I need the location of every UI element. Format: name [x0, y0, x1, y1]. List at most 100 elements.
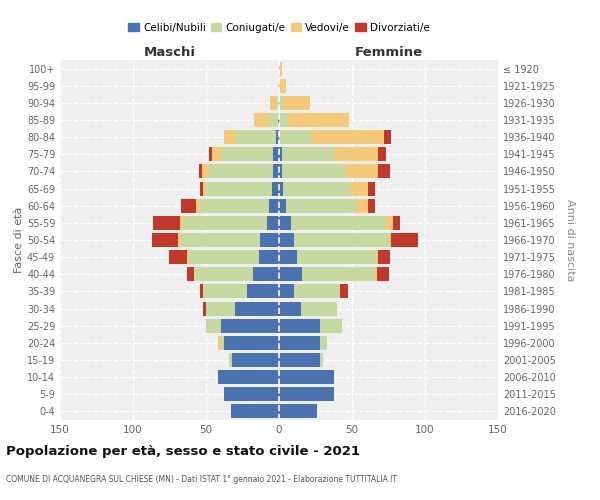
- Bar: [282, 164, 346, 178]
- Bar: [320, 336, 327, 350]
- Bar: [231, 404, 279, 418]
- Bar: [279, 233, 293, 247]
- Bar: [279, 370, 334, 384]
- Bar: [229, 353, 232, 367]
- Bar: [235, 302, 279, 316]
- Bar: [180, 233, 260, 247]
- Bar: [311, 130, 384, 144]
- Bar: [279, 250, 296, 264]
- Bar: [209, 164, 273, 178]
- Bar: [283, 96, 310, 110]
- Bar: [182, 216, 268, 230]
- Bar: [187, 250, 188, 264]
- Bar: [276, 130, 279, 144]
- Bar: [320, 353, 323, 367]
- Bar: [221, 318, 279, 332]
- Bar: [334, 148, 378, 162]
- Bar: [378, 148, 386, 162]
- Y-axis label: Anni di nascita: Anni di nascita: [565, 198, 575, 281]
- Bar: [301, 302, 337, 316]
- Bar: [270, 96, 276, 110]
- Bar: [206, 318, 221, 332]
- Bar: [346, 164, 378, 178]
- Bar: [286, 198, 356, 212]
- Bar: [268, 216, 279, 230]
- Bar: [203, 302, 206, 316]
- Bar: [187, 268, 194, 281]
- Bar: [221, 148, 273, 162]
- Bar: [199, 164, 202, 178]
- Bar: [279, 62, 282, 76]
- Bar: [232, 353, 279, 367]
- Bar: [279, 216, 290, 230]
- Bar: [378, 164, 390, 178]
- Bar: [280, 78, 286, 92]
- Bar: [296, 250, 377, 264]
- Bar: [202, 164, 209, 178]
- Bar: [340, 284, 347, 298]
- Bar: [152, 233, 178, 247]
- Bar: [209, 148, 212, 162]
- Bar: [279, 164, 282, 178]
- Bar: [203, 284, 247, 298]
- Bar: [260, 233, 279, 247]
- Bar: [273, 164, 279, 178]
- Bar: [181, 198, 196, 212]
- Bar: [302, 268, 376, 281]
- Bar: [199, 198, 269, 212]
- Bar: [288, 113, 349, 127]
- Bar: [276, 96, 279, 110]
- Bar: [293, 284, 340, 298]
- Bar: [378, 250, 390, 264]
- Bar: [377, 250, 378, 264]
- Bar: [196, 198, 199, 212]
- Bar: [282, 148, 334, 162]
- Bar: [247, 284, 279, 298]
- Bar: [279, 96, 283, 110]
- Bar: [169, 250, 187, 264]
- Bar: [279, 268, 302, 281]
- Bar: [279, 388, 334, 402]
- Text: Popolazione per età, sesso e stato civile - 2021: Popolazione per età, sesso e stato civil…: [6, 445, 360, 458]
- Bar: [279, 336, 320, 350]
- Bar: [278, 113, 279, 127]
- Bar: [180, 216, 182, 230]
- Bar: [377, 268, 389, 281]
- Bar: [200, 182, 203, 196]
- Text: Femmine: Femmine: [355, 46, 422, 59]
- Bar: [279, 198, 286, 212]
- Bar: [279, 302, 301, 316]
- Bar: [293, 233, 389, 247]
- Bar: [278, 78, 279, 92]
- Bar: [368, 198, 376, 212]
- Bar: [368, 182, 376, 196]
- Bar: [279, 182, 283, 196]
- Bar: [320, 318, 342, 332]
- Bar: [386, 216, 393, 230]
- Bar: [206, 182, 272, 196]
- Bar: [178, 233, 180, 247]
- Bar: [269, 113, 278, 127]
- Bar: [290, 216, 386, 230]
- Bar: [279, 353, 320, 367]
- Bar: [272, 182, 279, 196]
- Bar: [224, 336, 279, 350]
- Bar: [259, 250, 279, 264]
- Bar: [206, 302, 235, 316]
- Bar: [384, 130, 391, 144]
- Bar: [391, 233, 418, 247]
- Text: COMUNE DI ACQUANEGRA SUL CHIESE (MN) - Dati ISTAT 1° gennaio 2021 - Elaborazione: COMUNE DI ACQUANEGRA SUL CHIESE (MN) - D…: [6, 475, 397, 484]
- Bar: [224, 130, 235, 144]
- Bar: [393, 216, 400, 230]
- Bar: [218, 370, 279, 384]
- Bar: [154, 216, 180, 230]
- Bar: [350, 182, 368, 196]
- Bar: [279, 404, 317, 418]
- Bar: [279, 78, 280, 92]
- Bar: [283, 182, 350, 196]
- Bar: [273, 148, 279, 162]
- Bar: [221, 336, 224, 350]
- Bar: [376, 268, 377, 281]
- Bar: [279, 318, 320, 332]
- Bar: [253, 268, 279, 281]
